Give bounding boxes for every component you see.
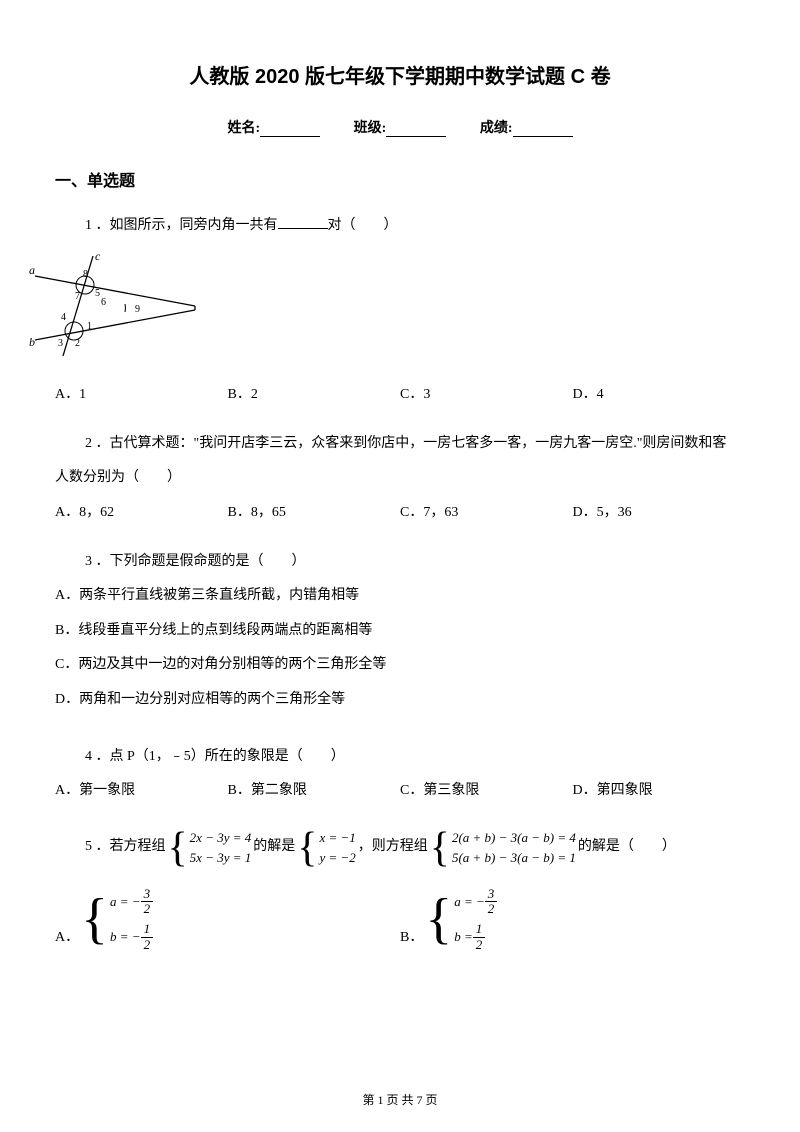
q5-eq1b: 5x − 3y = 1 xyxy=(190,848,252,868)
question-4: 4 ．点 P（1，﹣5）所在的象限是（ ） A．第一象限 B．第二象限 C．第三… xyxy=(55,744,745,805)
question-3: 3 ．下列命题是假命题的是（ ） A．两条平行直线被第三条直线所截，内错角相等 … xyxy=(55,549,745,722)
q3-opt-b[interactable]: B．线段垂直平分线上的点到线段两端点的距离相等 xyxy=(55,618,745,645)
fig-num-7: 7 xyxy=(75,291,80,302)
q5-mid2: ，则方程组 xyxy=(358,834,428,861)
q5-a-line2-pre: b = − xyxy=(110,927,141,947)
q2-opt-d[interactable]: D．5，36 xyxy=(573,500,746,527)
q5-opt-b[interactable]: B． { a = − 32 b = 12 xyxy=(400,887,745,952)
q5-opt-b-label: B． xyxy=(400,925,423,952)
q1-figure: a b c 5 6 7 8 4 1 2 3 9 xyxy=(25,248,745,369)
frac-num: 1 xyxy=(141,922,154,937)
score-blank[interactable] xyxy=(513,121,573,137)
q5-a-line1-pre: a = − xyxy=(110,892,141,912)
q5-mid1: 的解是 xyxy=(253,834,295,861)
fig-num-8: 8 xyxy=(83,269,88,280)
fig-num-2: 2 xyxy=(75,338,80,349)
q4-opt-d[interactable]: D．第四象限 xyxy=(573,778,746,805)
student-info-row: 姓名: 班级: 成绩: xyxy=(55,117,745,137)
q5-eq2a: x = −1 xyxy=(319,828,355,848)
q5-eq3b: 5(a + b) − 3(a − b) = 1 xyxy=(452,848,576,868)
name-blank[interactable] xyxy=(260,121,320,137)
q5-b-line1-pre: a = − xyxy=(454,892,485,912)
q3-options: A．两条平行直线被第三条直线所截，内错角相等 B．线段垂直平分线上的点到线段两端… xyxy=(55,583,745,721)
q4-opt-b[interactable]: B．第二象限 xyxy=(228,778,401,805)
frac-num: 3 xyxy=(141,887,154,902)
frac-den: 2 xyxy=(485,902,498,916)
q1-opt-c[interactable]: C．3 xyxy=(400,382,573,409)
q5-eq1a: 2x − 3y = 4 xyxy=(190,828,252,848)
q1-suffix: 对（ ） xyxy=(328,218,398,233)
q4-opt-a[interactable]: A．第一象限 xyxy=(55,778,228,805)
fig-num-9: 9 xyxy=(135,304,140,315)
q2-opt-c[interactable]: C．7，63 xyxy=(400,500,573,527)
exam-title: 人教版 2020 版七年级下学期期中数学试题 C 卷 xyxy=(55,60,745,89)
question-5: 5 ．若方程组 { 2x − 3y = 4 5x − 3y = 1 的解是 { … xyxy=(55,827,745,952)
q2-opt-a[interactable]: A．8，62 xyxy=(55,500,228,527)
q5-b-line2-pre: b = xyxy=(454,927,473,947)
fig-label-b: b xyxy=(29,335,35,349)
q5-opt-a-label: A． xyxy=(55,925,79,952)
q5-system-1: { 2x − 3y = 4 5x − 3y = 1 xyxy=(168,827,252,869)
fig-num-6: 6 xyxy=(101,297,106,308)
fig-num-5: 5 xyxy=(95,288,100,299)
q1-blank[interactable] xyxy=(278,215,328,229)
fig-label-a: a xyxy=(29,263,35,277)
fig-num-4: 4 xyxy=(61,312,66,323)
frac-num: 3 xyxy=(485,887,498,902)
section-header: 一、单选题 xyxy=(55,167,745,191)
q5-opt-a[interactable]: A． { a = − 32 b = − 12 xyxy=(55,887,400,952)
q2-line2: 人数分别为（ ） xyxy=(55,465,745,492)
q5-system-3: { 2(a + b) − 3(a − b) = 4 5(a + b) − 3(a… xyxy=(430,827,576,869)
frac-den: 2 xyxy=(141,938,154,952)
q2-options: A．8，62 B．8，65 C．7，63 D．5，36 xyxy=(55,500,745,527)
frac-num: 1 xyxy=(473,922,486,937)
q5-options: A． { a = − 32 b = − 12 B． { xyxy=(55,887,745,952)
frac-den: 2 xyxy=(141,902,154,916)
q5-suffix: 的解是（ ） xyxy=(578,834,676,861)
q1-opt-d[interactable]: D．4 xyxy=(573,382,746,409)
q2-line1: 2 ．古代算术题："我问开店李三云，众客来到你店中，一房七客多一客，一房九客一房… xyxy=(55,431,745,458)
class-label: 班级: xyxy=(354,121,387,136)
q3-opt-c[interactable]: C．两边及其中一边的对角分别相等的两个三角形全等 xyxy=(55,652,745,679)
q4-options: A．第一象限 B．第二象限 C．第三象限 D．第四象限 xyxy=(55,778,745,805)
q1-options: A．1 B．2 C．3 D．4 xyxy=(55,382,745,409)
q1-prefix: 1 ．如图所示，同旁内角一共有 xyxy=(85,218,278,233)
q3-opt-d[interactable]: D．两角和一边分别对应相等的两个三角形全等 xyxy=(55,687,745,714)
q4-text: 4 ．点 P（1，﹣5）所在的象限是（ ） xyxy=(55,744,745,771)
question-2: 2 ．古代算术题："我问开店李三云，众客来到你店中，一房七客多一客，一房九客一房… xyxy=(55,431,745,527)
q3-text: 3 ．下列命题是假命题的是（ ） xyxy=(55,549,745,576)
fig-num-3: 3 xyxy=(58,338,63,349)
q5-system-2: { x = −1 y = −2 xyxy=(297,827,356,869)
q1-text: 1 ．如图所示，同旁内角一共有 对（ ） xyxy=(55,213,745,240)
fig-num-1: 1 xyxy=(87,321,92,332)
class-blank[interactable] xyxy=(386,121,446,137)
q4-opt-c[interactable]: C．第三象限 xyxy=(400,778,573,805)
q3-opt-a[interactable]: A．两条平行直线被第三条直线所截，内错角相等 xyxy=(55,583,745,610)
q5-eq2b: y = −2 xyxy=(319,848,355,868)
score-label: 成绩: xyxy=(480,121,513,136)
q1-opt-a[interactable]: A．1 xyxy=(55,382,228,409)
q5-text: 5 ．若方程组 { 2x − 3y = 4 5x − 3y = 1 的解是 { … xyxy=(55,827,745,869)
q2-opt-b[interactable]: B．8，65 xyxy=(228,500,401,527)
name-label: 姓名: xyxy=(227,121,260,136)
q5-eq3a: 2(a + b) − 3(a − b) = 4 xyxy=(452,828,576,848)
page-footer: 第 1 页 共 7 页 xyxy=(0,1091,800,1108)
question-1: 1 ．如图所示，同旁内角一共有对（ ） a b c 5 6 7 xyxy=(55,213,745,409)
q5-prefix: 5 ．若方程组 xyxy=(85,834,166,861)
fig-label-c: c xyxy=(95,249,101,263)
q1-opt-b[interactable]: B．2 xyxy=(228,382,401,409)
frac-den: 2 xyxy=(473,938,486,952)
